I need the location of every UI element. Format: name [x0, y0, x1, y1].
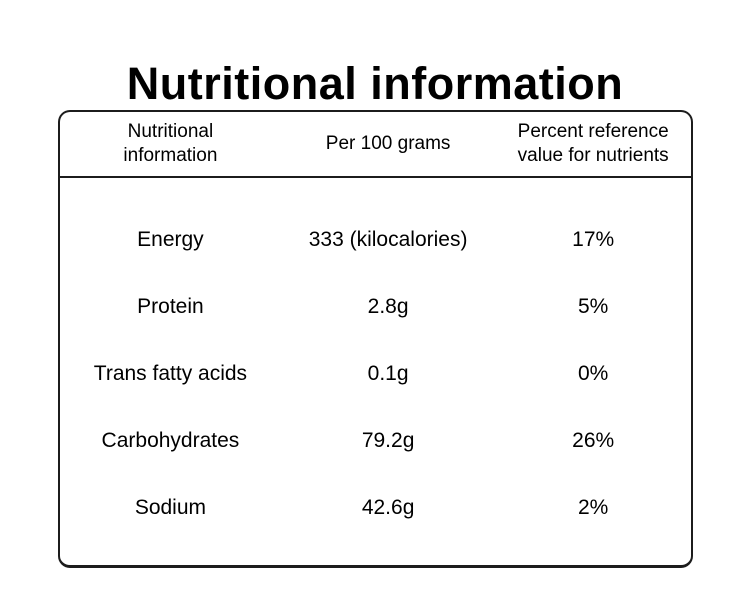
header-nutrient-label: Nutritional information [123, 121, 218, 166]
percent-reference-value-cell: 0% [578, 361, 609, 385]
header-percent-reference-label: Percent reference value for nutrients [517, 121, 669, 166]
percent-reference-value-cell: 5% [578, 294, 609, 318]
table-body: Energy 333 (kilocalories) 17% Protein 2.… [60, 178, 691, 541]
per-100g-value-cell: 42.6g [361, 495, 415, 519]
percent-reference-value-cell: 17% [572, 227, 615, 251]
table-row-sodium: Sodium 42.6g 2% [60, 474, 691, 541]
nutrient-name-cell: Sodium [134, 495, 207, 519]
nutrient-name-cell: Trans fatty acids [93, 361, 248, 385]
per-100g-value-cell: 333 (kilocalories) [308, 227, 468, 251]
nutrient-name-cell: Carbohydrates [101, 428, 240, 452]
table-header-row: Nutritional information Per 100 grams Pe… [60, 112, 691, 178]
nutrient-name-cell: Protein [137, 294, 204, 318]
header-per-100g-label: Per 100 grams [325, 133, 451, 154]
percent-reference-value-cell: 2% [578, 495, 609, 519]
per-100g-value-cell: 79.2g [361, 428, 415, 452]
nutrition-facts-table: Nutritional information Per 100 grams Pe… [58, 110, 693, 568]
header-per-100g-column: Per 100 grams [281, 112, 496, 176]
per-100g-value-cell: 0.1g [367, 361, 409, 385]
header-percent-reference-column: Percent reference value for nutrients [495, 112, 691, 176]
per-100g-value-cell: 2.8g [367, 294, 409, 318]
nutrient-name-cell: Energy [137, 227, 204, 251]
header-nutrient-column: Nutritional information [60, 112, 281, 176]
percent-reference-value-cell: 26% [572, 428, 615, 452]
page-title: Nutritional information [126, 58, 624, 110]
table-row-protein: Protein 2.8g 5% [60, 273, 691, 340]
table-row-carbohydrates: Carbohydrates 79.2g 26% [60, 407, 691, 474]
table-row-energy: Energy 333 (kilocalories) 17% [60, 206, 691, 273]
table-row-trans-fatty-acids: Trans fatty acids 0.1g 0% [60, 340, 691, 407]
